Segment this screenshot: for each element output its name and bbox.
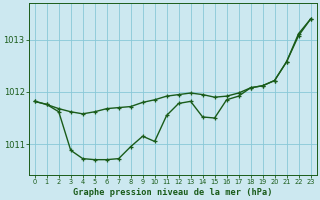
X-axis label: Graphe pression niveau de la mer (hPa): Graphe pression niveau de la mer (hPa) [73, 188, 272, 197]
